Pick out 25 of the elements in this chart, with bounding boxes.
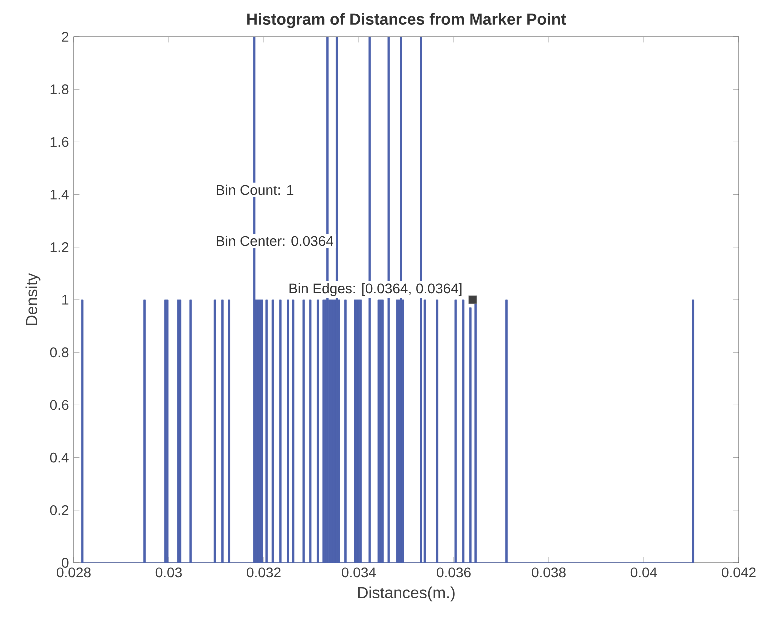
x-axis-title: Distances(m.) <box>358 586 455 602</box>
y-tick-label: 1.2 <box>50 242 69 252</box>
x-tick-label: 0.04 <box>630 568 658 578</box>
x-tick-label: 0.03 <box>156 568 182 578</box>
x-tick-label: 0.032 <box>247 568 281 578</box>
y-tick-label: 0.2 <box>50 505 69 516</box>
x-tick-label: 0.034 <box>342 568 376 578</box>
y-tick-label: 1.6 <box>50 137 69 148</box>
y-tick-label: 1 <box>62 295 69 305</box>
y-tick-label: 0.4 <box>50 452 69 463</box>
y-tick-label: 1.8 <box>50 84 69 95</box>
y-tick-label: 2 <box>62 32 69 42</box>
y-tick-label: 0.6 <box>50 400 69 410</box>
x-tick-label: 0.038 <box>532 568 566 578</box>
y-tick-label: 0 <box>62 558 69 568</box>
annotation: Bin Edges: [0.0364, 0.0364] <box>290 283 462 296</box>
y-axis-title: Density <box>26 273 41 326</box>
annotation: Bin Center: 0.0364 <box>217 236 334 246</box>
x-tick-label: 0.042 <box>722 568 756 578</box>
x-tick-label: 0.028 <box>57 568 91 578</box>
x-tick-label: 0.036 <box>437 568 471 578</box>
y-tick-label: 1.4 <box>50 190 69 200</box>
y-tick-label: 0.8 <box>50 348 69 358</box>
annotation: Bin Count: 1 <box>217 184 294 196</box>
chart-title: Histogram of Distances from Marker Point <box>248 13 566 28</box>
